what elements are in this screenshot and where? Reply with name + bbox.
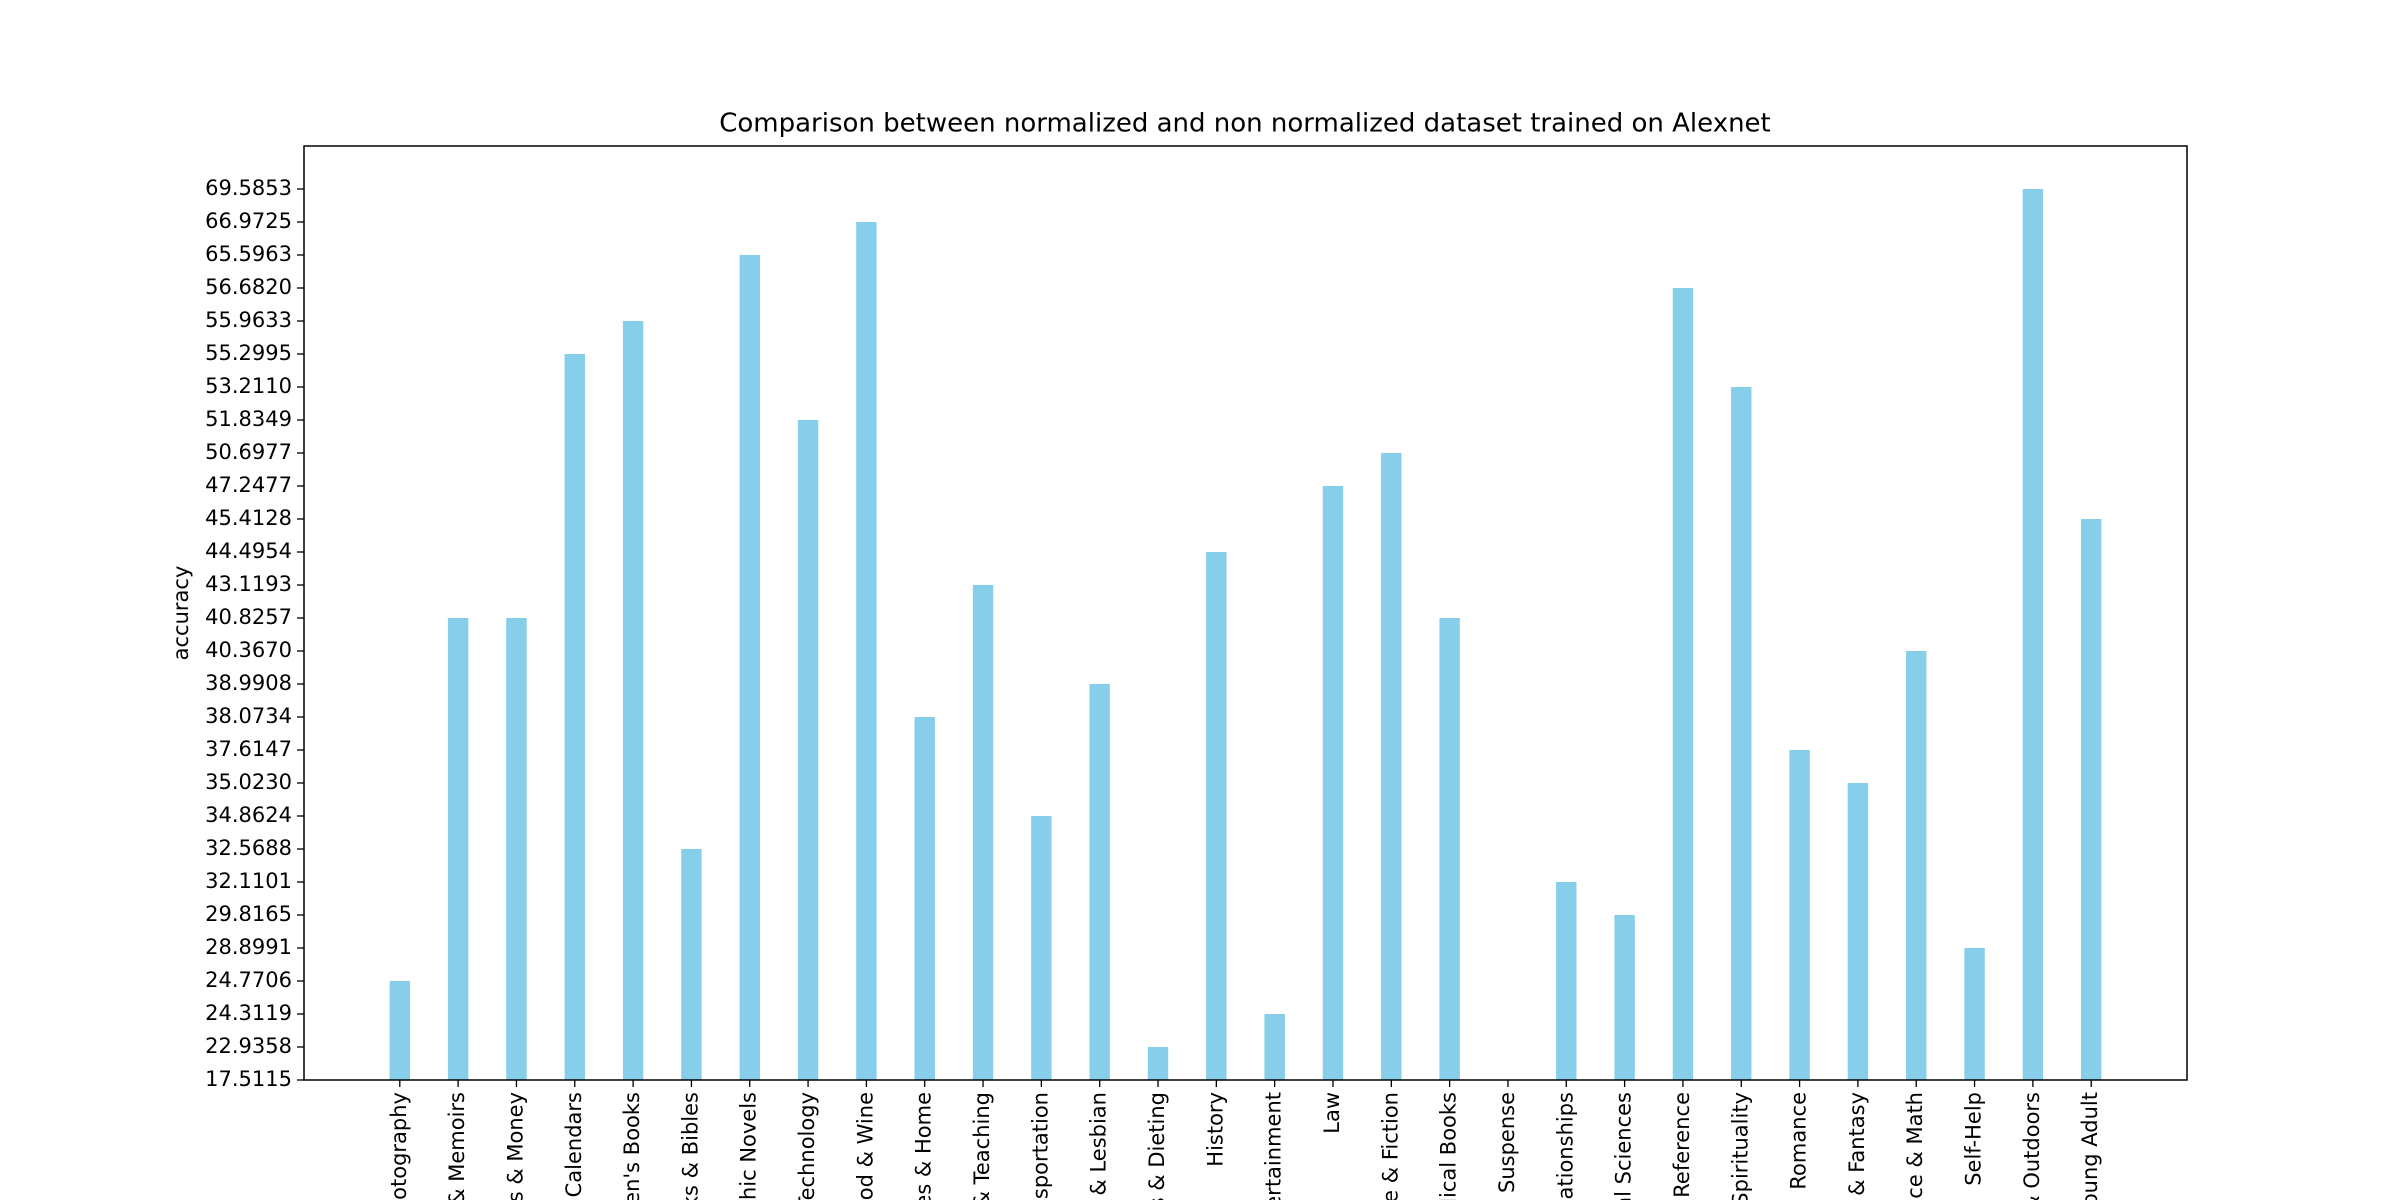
- bar: [506, 618, 527, 1080]
- x-tick-label: Politics & Social Sciences: [1612, 1092, 1636, 1200]
- bar: [914, 717, 935, 1080]
- bar: [1206, 552, 1227, 1080]
- bar: [797, 420, 819, 1080]
- y-tick-label: 53.2110: [205, 374, 292, 398]
- x-tick-label: Medical Books: [1437, 1092, 1461, 1200]
- bar: [1322, 486, 1344, 1080]
- bar: [1672, 288, 1694, 1080]
- x-tick-label: Parenting & Relationships: [1553, 1092, 1577, 1200]
- bar: [1439, 618, 1460, 1080]
- y-tick-label: 37.6147: [205, 737, 292, 761]
- bar: [1614, 915, 1635, 1080]
- y-tick-label: 66.9725: [205, 209, 292, 233]
- bar: [856, 222, 877, 1080]
- bar: [1556, 882, 1577, 1080]
- x-tick-label: Computers & Technology: [795, 1092, 819, 1200]
- y-tick-label: 24.7706: [205, 968, 292, 992]
- x-tick-label: Business & Money: [503, 1092, 527, 1200]
- x-tick-label: Science Fiction & Fantasy: [1845, 1092, 1869, 1200]
- bar: [1264, 1014, 1285, 1080]
- y-tick-label: 32.1101: [205, 869, 292, 893]
- x-tick-label: Humor & Entertainment: [1262, 1092, 1286, 1200]
- y-tick-label: 40.8257: [205, 605, 292, 629]
- y-tick-label: 55.2995: [205, 341, 292, 365]
- x-tick-label: Romance: [1787, 1092, 1811, 1190]
- x-tick-label: Arts & Photography: [387, 1092, 411, 1200]
- bar: [1381, 453, 1402, 1080]
- y-tick-label: 22.9358: [205, 1034, 292, 1058]
- y-tick-label: 35.0230: [205, 770, 292, 794]
- y-tick-label: 17.5115: [205, 1067, 292, 1091]
- x-tick-label: Gay & Lesbian: [1087, 1092, 1111, 1200]
- y-tick-label: 44.4954: [205, 539, 292, 563]
- bar: [1731, 387, 1752, 1080]
- x-tick-label: Cookbooks, Food & Wine: [853, 1092, 877, 1200]
- x-tick-label: Comics & Graphic Novels: [737, 1092, 761, 1200]
- bar: [2022, 189, 2044, 1080]
- chart-title: Comparison between normalized and non no…: [719, 109, 1771, 139]
- bar: [622, 321, 644, 1080]
- y-tick-label: 69.5853: [205, 176, 292, 200]
- bar: [447, 618, 469, 1080]
- x-tick-label: Health, Fitness & Dieting: [1145, 1092, 1169, 1200]
- x-tick-label: Biographies & Memoirs: [445, 1092, 469, 1200]
- x-tick-label: Self-Help: [1962, 1092, 1986, 1186]
- y-tick-label: 40.3670: [205, 638, 292, 662]
- x-tick-label: Christian Books & Bibles: [678, 1092, 702, 1200]
- bar: [1089, 684, 1110, 1080]
- bar: [564, 354, 585, 1080]
- x-tick-label: Children's Books: [620, 1092, 644, 1200]
- bar: [739, 255, 760, 1080]
- x-tick-label: Sports & Outdoors: [2020, 1092, 2044, 1200]
- y-tick-label: 34.8624: [205, 803, 292, 827]
- bar: [1147, 1047, 1169, 1080]
- y-axis-label: accuracy: [169, 566, 193, 661]
- y-tick-label: 50.6977: [205, 440, 292, 464]
- y-tick-label: 55.9633: [205, 308, 292, 332]
- bar: [389, 981, 411, 1080]
- y-tick-label: 24.3119: [205, 1001, 292, 1025]
- y-tick-label: 29.8165: [205, 902, 292, 926]
- y-tick-label: 45.4128: [205, 506, 292, 530]
- x-tick-label: Religion & Spirituality: [1728, 1092, 1752, 1200]
- bar: [1964, 948, 1985, 1080]
- y-tick-label: 38.0734: [205, 704, 292, 728]
- x-tick-label: Reference: [1670, 1092, 1694, 1198]
- plot-frame: [303, 145, 2188, 1081]
- x-tick-label: Teen & Young Adult: [2078, 1092, 2102, 1200]
- bar: [1789, 750, 1810, 1080]
- bar: [1847, 783, 1869, 1080]
- bar: [681, 849, 702, 1080]
- bar: [2080, 519, 2102, 1080]
- y-tick-label: 47.2477: [205, 473, 292, 497]
- bar: [1031, 816, 1052, 1080]
- x-tick-label: Engineering & Transportation: [1028, 1092, 1052, 1200]
- bar: [1906, 651, 1927, 1080]
- x-tick-label: Mystery, Thriller & Suspense: [1495, 1092, 1519, 1200]
- y-tick-label: 32.5688: [205, 836, 292, 860]
- x-tick-label: Science & Math: [1903, 1092, 1927, 1200]
- y-tick-label: 38.9908: [205, 671, 292, 695]
- x-tick-label: History: [1203, 1092, 1227, 1167]
- y-tick-label: 43.1193: [205, 572, 292, 596]
- x-tick-label: Calendars: [562, 1092, 586, 1197]
- y-tick-label: 56.6820: [205, 275, 292, 299]
- y-tick-label: 65.5963: [205, 242, 292, 266]
- x-tick-label: Law: [1320, 1092, 1344, 1134]
- x-tick-label: Literature & Fiction: [1378, 1092, 1402, 1200]
- y-tick-label: 28.8991: [205, 935, 292, 959]
- bar: [972, 585, 994, 1080]
- x-tick-label: Education & Teaching: [970, 1092, 994, 1200]
- y-tick-label: 51.8349: [205, 407, 292, 431]
- x-tick-label: Crafts, Hobbies & Home: [912, 1092, 936, 1200]
